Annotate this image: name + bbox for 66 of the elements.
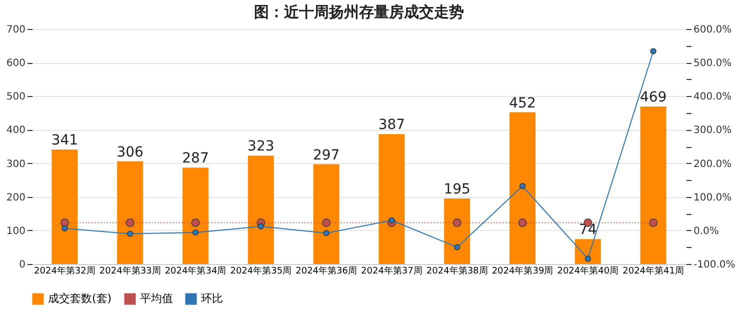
- x-tick-label: 2024年第38周: [426, 266, 488, 276]
- bar: [640, 106, 666, 264]
- bar: [444, 198, 470, 264]
- data-label: 469: [640, 90, 667, 106]
- point: [518, 218, 527, 227]
- y2-tick-label: 200.0%: [694, 158, 732, 170]
- bar: [378, 134, 405, 264]
- y2-tick-label: 500.0%: [694, 58, 732, 70]
- data-label: 195: [444, 182, 470, 198]
- point: [584, 256, 591, 262]
- data-label: 387: [378, 117, 406, 134]
- bar: [182, 168, 208, 264]
- bar: [510, 112, 536, 264]
- data-label: 306: [116, 144, 144, 160]
- y2-tick-label: 400.0%: [694, 92, 732, 103]
- bar: [52, 150, 78, 264]
- point: [126, 218, 134, 227]
- x-tick-label: 2024年第41周: [622, 266, 684, 276]
- y2-tick-label: -100.0%: [694, 260, 736, 270]
- bar: [117, 161, 144, 264]
- y-tick-label: 500: [6, 92, 26, 103]
- point: [519, 183, 526, 190]
- y2-tick-label: 0.0%: [694, 226, 719, 237]
- point: [258, 223, 264, 230]
- x-tick-label: 2024年第35周: [230, 266, 292, 276]
- point: [60, 218, 69, 227]
- point: [388, 217, 395, 224]
- point: [62, 225, 68, 232]
- y-tick-label: 100: [6, 226, 26, 237]
- legend-label: 平均值: [140, 292, 173, 305]
- point: [127, 230, 134, 237]
- x-tick-label: 2024年第40周: [557, 266, 619, 276]
- bar: [574, 239, 601, 264]
- point: [452, 218, 462, 227]
- x-tick-label: 2024年第36周: [296, 266, 357, 276]
- data-label: 341: [51, 132, 78, 149]
- bar: [313, 164, 340, 264]
- point: [192, 229, 199, 236]
- data-label: 452: [509, 95, 536, 112]
- data-label: 297: [312, 147, 340, 164]
- y2-tick-label: 100.0%: [694, 192, 732, 204]
- y-tick-label: 0: [19, 260, 26, 270]
- y2-tick-label: 600.0%: [694, 24, 732, 36]
- y-tick-label: 600: [6, 58, 26, 70]
- x-tick-label: 2024年第34周: [164, 266, 226, 276]
- point: [650, 48, 656, 54]
- point: [454, 244, 460, 250]
- bar: [248, 156, 274, 264]
- y-tick-label: 400: [6, 125, 26, 136]
- point: [323, 230, 330, 236]
- chart-title: 图：近十周扬州存量房成交走势: [254, 3, 464, 21]
- y-tick-label: 200: [6, 192, 26, 204]
- point: [649, 218, 658, 227]
- point: [322, 218, 331, 227]
- y-tick-label: 300: [6, 158, 26, 170]
- data-label: 323: [248, 138, 274, 155]
- x-tick-label: 2024年第33周: [99, 266, 161, 276]
- data-label: 287: [182, 150, 209, 167]
- x-tick-label: 2024年第39周: [492, 266, 554, 276]
- x-tick-label: 2024年第32周: [34, 266, 96, 276]
- legend-label: 环比: [201, 292, 223, 305]
- point: [191, 218, 200, 227]
- x-tick-label: 2024年第37周: [361, 266, 422, 276]
- y-tick-label: 700: [6, 24, 26, 36]
- legend-label: 成交套数(套): [48, 292, 112, 305]
- y2-tick-label: 300.0%: [694, 125, 732, 136]
